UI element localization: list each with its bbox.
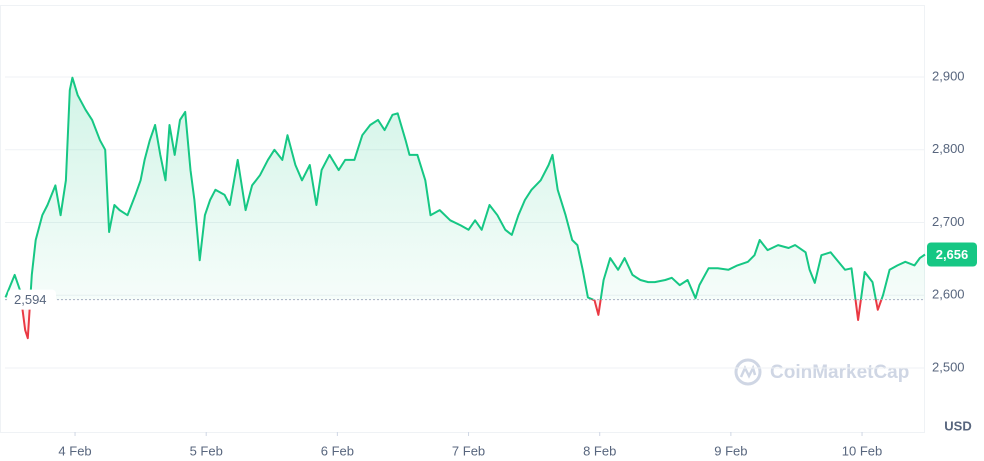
baseline-label: 2,594 [14, 292, 47, 307]
x-tick-label: 9 Feb [714, 443, 747, 458]
last-price-label: 2,656 [936, 247, 969, 262]
y-tick-label: 2,600 [932, 287, 965, 302]
price-area [5, 77, 925, 339]
last-price-badge [927, 242, 977, 267]
y-tick-label: 2,500 [932, 359, 965, 374]
x-tick-label: 6 Feb [321, 443, 354, 458]
y-tick-label: 2,900 [932, 68, 965, 83]
y-tick-label: 2,700 [932, 214, 965, 229]
x-tick-label: 8 Feb [583, 443, 616, 458]
price-line [4, 76, 926, 340]
watermark: CoinMarketCap [734, 358, 909, 386]
watermark-text: CoinMarketCap [770, 362, 909, 383]
x-tick-label: 7 Feb [452, 443, 485, 458]
y-unit: USD [944, 418, 971, 433]
x-tick-label: 5 Feb [190, 443, 223, 458]
x-tick-label: 10 Feb [842, 443, 882, 458]
baseline-label-bg [8, 289, 56, 310]
x-tick-label: 4 Feb [58, 443, 91, 458]
plot-frame [0, 5, 925, 433]
y-tick-label: 2,800 [932, 141, 965, 156]
